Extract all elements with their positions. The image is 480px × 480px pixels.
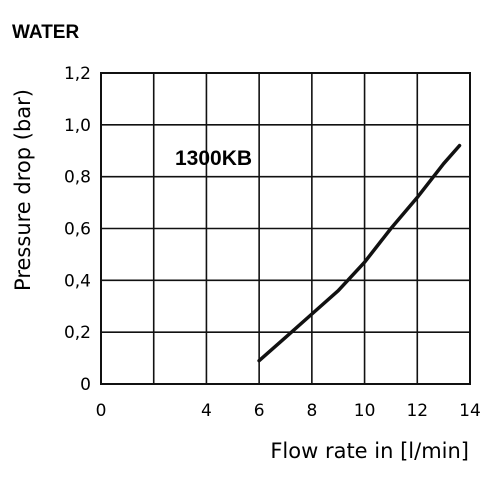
- x-tick-label-0: 0: [96, 401, 107, 421]
- y-tick-label-1: 0,2: [64, 323, 91, 343]
- series-line-0: [257, 143, 462, 363]
- chart-title: WATER: [12, 22, 79, 43]
- y-axis-label: Pressure drop (bar): [11, 89, 35, 291]
- y-tick-label-5: 1,0: [64, 116, 91, 136]
- y-tick-label-3: 0,6: [64, 220, 91, 240]
- series-layer: [257, 143, 462, 363]
- x-tick-label-4: 8: [306, 401, 317, 421]
- x-tick-label-2: 4: [201, 401, 212, 421]
- x-tick-label-7: 14: [459, 401, 480, 421]
- x-axis-label: Flow rate in [l/min]: [270, 439, 469, 463]
- x-axis: 0 4 6 8 10 12 14: [96, 401, 480, 421]
- plot-frame: [100, 72, 471, 385]
- x-tick-label-3: 6: [254, 401, 265, 421]
- grid: [101, 73, 470, 384]
- y-tick-label-6: 1,2: [64, 64, 91, 84]
- x-tick-label-6: 12: [406, 401, 428, 421]
- y-tick-label-4: 0,8: [64, 168, 91, 188]
- y-axis: 0 0,2 0,4 0,6 0,8 1,0 1,2: [64, 64, 91, 395]
- x-tick-label-5: 10: [354, 401, 376, 421]
- curve-label: 1300KB: [175, 147, 252, 170]
- y-tick-label-2: 0,4: [64, 271, 91, 291]
- y-tick-label-0: 0: [80, 375, 91, 395]
